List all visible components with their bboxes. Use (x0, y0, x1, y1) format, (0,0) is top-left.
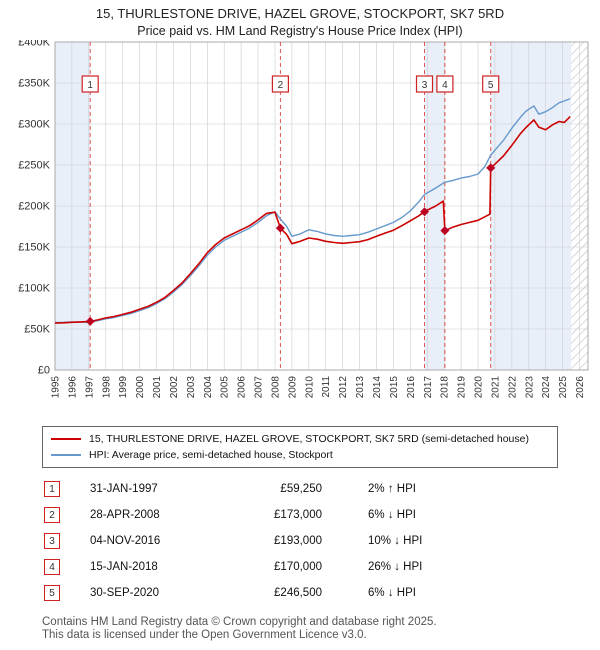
svg-text:2007: 2007 (254, 376, 265, 399)
price-history-chart: 1 2 3 4 5 £0 £50K £100K £150K £200K £250K £300K £350… (0, 37, 600, 422)
legend-label-hpi: HPI: Average price, semi-detached house,… (89, 449, 333, 461)
legend-item-hpi: HPI: Average price, semi-detached house,… (51, 447, 549, 463)
svg-text:2013: 2013 (355, 376, 366, 399)
svg-text:1996: 1996 (67, 376, 78, 399)
svg-text:1999: 1999 (118, 376, 129, 399)
page-subtitle: Price paid vs. HM Land Registry's House … (137, 24, 463, 38)
sale-number-badge: 4 (44, 559, 60, 575)
svg-text:2019: 2019 (457, 376, 468, 399)
sale-number-badge: 5 (44, 585, 60, 601)
license-line-2: This data is licensed under the Open Gov… (42, 629, 367, 642)
table-row: 3 04-NOV-2016 £193,000 10% ↓ HPI (44, 528, 564, 554)
sale-number-badge: 1 (44, 481, 60, 497)
svg-text:1998: 1998 (101, 376, 112, 399)
svg-text:£150K: £150K (18, 242, 50, 254)
legend-item-property: 15, THURLESTONE DRIVE, HAZEL GROVE, STOC… (51, 431, 549, 447)
sale-date: 15-JAN-2018 (90, 561, 158, 573)
svg-text:2024: 2024 (541, 376, 552, 399)
chart-legend: 15, THURLESTONE DRIVE, HAZEL GROVE, STOC… (42, 426, 558, 468)
svg-text:2005: 2005 (220, 376, 231, 399)
svg-text:£350K: £350K (18, 78, 50, 90)
svg-text:£250K: £250K (18, 160, 50, 172)
svg-text:2021: 2021 (490, 376, 501, 399)
property-line-swatch (51, 438, 81, 440)
sale-date: 31-JAN-1997 (90, 483, 158, 495)
sale-price: £193,000 (274, 535, 322, 547)
svg-text:£300K: £300K (18, 119, 50, 131)
chart-canvas: 1 2 3 4 5 £0 £50K £100K £150K £200K £250K £300K £350… (18, 37, 589, 399)
svg-text:£100K: £100K (18, 283, 50, 295)
svg-text:2002: 2002 (169, 376, 180, 399)
sale-hpi-delta: 6% ↓ HPI (368, 587, 416, 599)
sale-date: 28-APR-2008 (90, 509, 160, 521)
svg-text:2025: 2025 (558, 376, 569, 399)
sale-price: £59,250 (280, 483, 322, 495)
sale-markers (85, 163, 496, 326)
sale-hpi-delta: 2% ↑ HPI (368, 483, 416, 495)
page-title: 15, THURLESTONE DRIVE, HAZEL GROVE, STOC… (95, 6, 505, 21)
svg-text:2018: 2018 (440, 376, 451, 399)
sales-table: 1 31-JAN-1997 £59,250 2% ↑ HPI 2 28-APR-… (44, 476, 564, 606)
svg-text:2001: 2001 (152, 376, 163, 399)
svg-text:1995: 1995 (51, 376, 62, 399)
svg-text:2022: 2022 (507, 376, 518, 399)
svg-text:2004: 2004 (203, 376, 214, 399)
x-axis-labels: 1995 1996 1997 1998 1999 2000 2001 2002 2003 2004… (51, 376, 587, 399)
sale-number-flags: 1 2 3 4 5 (81, 75, 500, 93)
legend-label-property: 15, THURLESTONE DRIVE, HAZEL GROVE, STOC… (89, 433, 529, 445)
chart-header: 15, THURLESTONE DRIVE, HAZEL GROVE, STOC… (0, 0, 600, 38)
table-row: 4 15-JAN-2018 £170,000 26% ↓ HPI (44, 554, 564, 580)
y-axis-labels: £0 £50K £100K £150K £200K £250K £300K £350K £400… (18, 37, 50, 377)
svg-text:5: 5 (488, 80, 494, 91)
svg-text:2014: 2014 (372, 376, 383, 399)
svg-text:2003: 2003 (186, 376, 197, 399)
property-price-line (54, 116, 571, 324)
table-row: 2 28-APR-2008 £173,000 6% ↓ HPI (44, 502, 564, 528)
svg-text:2016: 2016 (406, 376, 417, 399)
sale-date: 04-NOV-2016 (90, 535, 161, 547)
svg-text:2012: 2012 (338, 376, 349, 399)
svg-text:2000: 2000 (135, 376, 146, 399)
sale-number-badge: 2 (44, 507, 60, 523)
svg-text:2: 2 (278, 80, 284, 91)
svg-text:2010: 2010 (304, 376, 315, 399)
svg-text:2020: 2020 (474, 376, 485, 399)
svg-text:4: 4 (442, 80, 448, 91)
svg-text:1: 1 (87, 80, 93, 91)
sale-price: £170,000 (274, 561, 322, 573)
hpi-line-swatch (51, 454, 81, 456)
svg-text:2009: 2009 (287, 376, 298, 399)
sale-price: £246,500 (274, 587, 322, 599)
svg-text:2008: 2008 (271, 376, 282, 399)
svg-text:2023: 2023 (524, 376, 535, 399)
svg-text:2011: 2011 (321, 376, 332, 398)
sale-number-badge: 3 (44, 533, 60, 549)
license-line-1: Contains HM Land Registry data © Crown c… (42, 616, 437, 628)
sale-price: £173,000 (274, 509, 322, 521)
svg-text:£0: £0 (38, 365, 50, 377)
svg-text:2015: 2015 (389, 376, 400, 399)
sale-date: 30-SEP-2020 (90, 587, 160, 599)
svg-text:£200K: £200K (18, 201, 50, 213)
grid (54, 41, 588, 371)
plot-border (54, 41, 589, 371)
svg-text:3: 3 (422, 80, 428, 91)
svg-text:1997: 1997 (84, 376, 95, 399)
svg-text:2026: 2026 (575, 376, 586, 399)
table-row: 1 31-JAN-1997 £59,250 2% ↑ HPI (44, 476, 564, 502)
svg-text:£400K: £400K (18, 40, 50, 49)
sale-hpi-delta: 26% ↓ HPI (368, 561, 423, 573)
sale-hpi-delta: 6% ↓ HPI (368, 509, 416, 521)
hpi-line (54, 97, 571, 324)
license-note: Contains HM Land Registry data © Crown c… (42, 616, 437, 642)
svg-text:2006: 2006 (237, 376, 248, 399)
sale-hpi-delta: 10% ↓ HPI (368, 535, 423, 547)
svg-text:2017: 2017 (423, 376, 434, 399)
table-row: 5 30-SEP-2020 £246,500 6% ↓ HPI (44, 580, 564, 606)
svg-text:£50K: £50K (24, 324, 50, 336)
